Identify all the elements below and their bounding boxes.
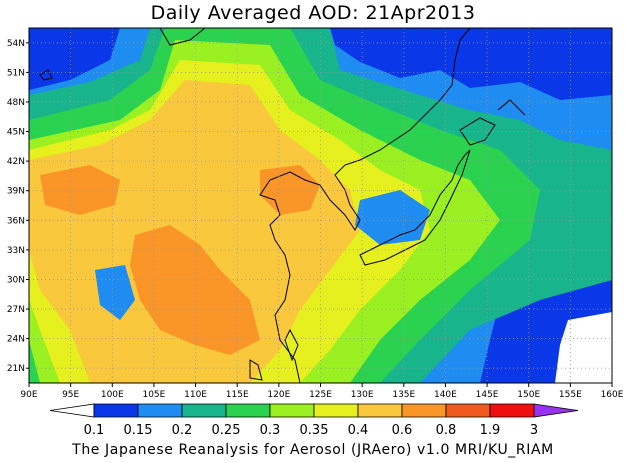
map-title: Daily Averaged AOD: 21Apr2013 [150, 2, 476, 24]
coastline-hainan [249, 359, 263, 381]
colorbar-level-label: 0.3 [260, 423, 281, 438]
colorbar-swatch [269, 403, 315, 418]
coastlines [39, 28, 526, 383]
lat-tick-label: 21N [7, 364, 25, 374]
colorbar-swatch [49, 403, 95, 418]
lat-tick-label: 27N [7, 305, 25, 315]
colorbar-level-label: 0.35 [300, 423, 329, 438]
colorbar-level-label: 1.9 [480, 423, 501, 438]
aod-field [29, 28, 612, 383]
colorbar-level-label: 0.2 [172, 423, 193, 438]
colorbar-swatch [489, 403, 535, 418]
lat-tick-label: 36N [7, 216, 25, 226]
colorbar-swatch [181, 403, 227, 418]
colorbar-swatch [533, 403, 579, 418]
credit-line: The Japanese Reanalysis for Aerosol (JRA… [72, 442, 554, 458]
lat-tick-label: 48N [7, 98, 25, 108]
lon-tick-label: 155E [559, 390, 582, 400]
lat-tick-label: 54N [7, 39, 25, 49]
colorbar-level-label: 0.1 [84, 423, 105, 438]
colorbar-level-label: 0.4 [348, 423, 369, 438]
lat-tick-label: 33N [7, 246, 25, 256]
lon-tick-label: 140E [434, 390, 457, 400]
coastline-lake [39, 69, 53, 81]
coastline-baikal [159, 28, 206, 46]
colorbar-level-label: 0.25 [212, 423, 241, 438]
region-white-southeast [555, 312, 612, 383]
lon-tick-labels: 90E 95E 100E 105E 110E 115E 120E 125E 130E 135E 14… [20, 383, 624, 400]
colorbar-level-label: 0.8 [436, 423, 457, 438]
lon-tick-label: 95E [62, 390, 79, 400]
lon-tick-label: 145E [476, 390, 499, 400]
lon-tick-label: 150E [517, 390, 540, 400]
region-orange-west [40, 165, 120, 215]
lat-tick-label: 42N [7, 157, 25, 167]
lon-tick-label: 130E [351, 390, 374, 400]
lat-tick-labels: 54N 51N 48N 45N 42N 39N 36N 33N 30N 27N 24N 21N [7, 39, 29, 374]
colorbar-swatch [225, 403, 271, 418]
lon-tick-label: 115E [226, 390, 249, 400]
colorbar-level-label: 0.15 [124, 423, 153, 438]
colorbar-swatch [313, 403, 359, 418]
lon-tick-label: 120E [267, 390, 290, 400]
coastline-taiwan [284, 328, 299, 362]
coastline-hokkaido [459, 117, 496, 146]
colorbar-level-label: 0.6 [392, 423, 413, 438]
lon-tick-label: 110E [184, 390, 207, 400]
colorbar-swatch [445, 403, 491, 418]
region-lightblue-bay [95, 265, 135, 320]
colorbar-level-label: 3 [530, 423, 538, 438]
region-blue-north [330, 28, 612, 100]
lon-tick-label: 90E [20, 390, 37, 400]
lat-tick-label: 39N [7, 187, 25, 197]
lon-tick-label: 100E [101, 390, 124, 400]
colorbar-swatch [357, 403, 403, 418]
colorbar-swatch [137, 403, 183, 418]
lon-tick-label: 135E [392, 390, 415, 400]
lon-tick-label: 160E [601, 390, 624, 400]
coastline-kuril [497, 99, 526, 116]
lat-tick-label: 51N [7, 68, 25, 78]
coastline-honshu [359, 149, 471, 266]
region-orange-south-china [130, 225, 260, 355]
lat-tick-label: 30N [7, 275, 25, 285]
colorbar: 0.1 0.15 0.2 0.25 0.3 0.35 0.4 0.6 0.8 1.9 3 [49, 403, 579, 438]
lon-tick-label: 105E [142, 390, 165, 400]
coastline-mainland [259, 28, 471, 383]
lat-tick-label: 24N [7, 335, 25, 345]
colorbar-swatch [401, 403, 447, 418]
region-blue-northwest [29, 28, 120, 90]
aod-map: 90E 95E 100E 105E 110E 115E 120E 125E 130E 135E 14… [7, 27, 624, 438]
lat-tick-label: 45N [7, 128, 25, 138]
colorbar-swatch [93, 403, 139, 418]
lon-tick-label: 125E [309, 390, 332, 400]
